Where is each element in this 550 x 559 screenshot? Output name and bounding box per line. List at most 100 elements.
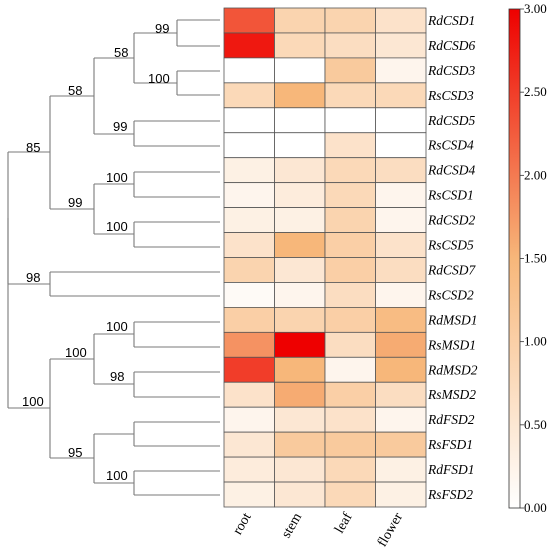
bootstrap-label: 58: [114, 45, 128, 60]
heatmap-cell: [274, 431, 326, 458]
bootstrap-label: 98: [26, 270, 40, 285]
bootstrap-label: 98: [110, 369, 124, 384]
row-label: RdCSD1: [427, 13, 475, 28]
heatmap-cell: [375, 431, 427, 458]
heatmap-cell: [274, 406, 326, 433]
heatmap-cell: [274, 356, 326, 383]
heatmap-cell: [324, 356, 376, 383]
bootstrap-label: 99: [155, 21, 169, 36]
heatmap-cell: [274, 331, 326, 358]
heatmap-cell: [274, 132, 326, 159]
heatmap-cell: [375, 331, 427, 358]
row-label: RdCSD4: [427, 163, 476, 178]
heatmap-cell: [223, 431, 275, 458]
heatmap-cell: [375, 257, 427, 283]
heatmap-cell: [324, 431, 376, 458]
colorbar-tick-label: 1.50: [524, 251, 547, 266]
heatmap-cell: [324, 282, 376, 308]
colorbar-tick-label: 0.50: [524, 417, 547, 432]
heatmap-cell: [375, 207, 427, 233]
row-label: RsCSD5: [427, 238, 474, 253]
color-scale-legend: 0.00 0.50 1.00 1.50 2.00 2.50 3.00: [508, 1, 547, 515]
row-label: RsCSD1: [427, 188, 474, 203]
heatmap-cell: [324, 456, 376, 483]
heatmap-cell: [223, 7, 275, 34]
heatmap-cell: [324, 132, 376, 159]
colorbar-tick-label: 2.00: [524, 167, 547, 182]
heatmap-cell: [375, 282, 427, 308]
heatmap-cell: [324, 32, 376, 59]
column-label: flower: [375, 510, 406, 549]
bootstrap-label: 95: [68, 445, 82, 460]
heatmap-cell: [274, 182, 326, 208]
heatmap-cell: [274, 257, 326, 283]
bootstrap-label: 100: [148, 71, 170, 86]
bootstrap-label: 100: [106, 468, 128, 483]
heatmap-cell: [324, 232, 376, 258]
heatmap-cell: [375, 132, 427, 159]
color-scale-bar: [508, 8, 521, 509]
row-label: RsCSD3: [427, 88, 474, 103]
colorbar-tick-label: 0.00: [524, 500, 547, 515]
row-label: RdFSD1: [427, 462, 475, 477]
phylogenetic-tree: [7, 19, 220, 496]
heatmap-cell: [223, 257, 275, 283]
bootstrap-labels: 99 58 100 58 99 85 100 99 100 98 100 100…: [22, 21, 170, 483]
heatmap-cell: [223, 57, 275, 84]
bootstrap-label: 99: [113, 119, 127, 134]
heatmap-cell: [274, 7, 326, 34]
row-label: RsCSD2: [427, 287, 474, 302]
bootstrap-label: 100: [22, 394, 44, 409]
heatmap-cell: [274, 306, 326, 333]
heatmap-cell: [223, 182, 275, 208]
heatmap-cell: [375, 232, 427, 258]
column-label: leaf: [332, 510, 356, 536]
heatmap-cell: [375, 406, 427, 433]
heatmap-cell: [324, 406, 376, 433]
heatmap-cell: [375, 157, 427, 184]
heatmap-cell: [375, 306, 427, 333]
column-labels: root stem leaf flower: [230, 510, 406, 549]
row-label: RsMSD2: [427, 387, 476, 402]
colorbar-tick-label: 3.00: [524, 1, 547, 16]
heatmap-cell: [274, 207, 326, 233]
column-label: stem: [279, 510, 305, 540]
heatmap-cell: [324, 107, 376, 134]
heatmap-cell: [375, 381, 427, 408]
bootstrap-label: 100: [106, 170, 128, 185]
heatmap-cell: [375, 57, 427, 84]
heatmap-cell: [223, 381, 275, 408]
row-label: RdMSD2: [427, 362, 478, 377]
heatmap-cell: [223, 132, 275, 159]
heatmap-cell: [324, 481, 376, 508]
heatmap-cell: [324, 381, 376, 408]
heatmap-cell: [223, 157, 275, 184]
colorbar-tick-label: 1.00: [524, 334, 547, 349]
heatmap-cell: [324, 157, 376, 184]
heatmap-cell: [324, 57, 376, 84]
row-label: RdCSD3: [427, 63, 476, 78]
heatmap-cell: [223, 82, 275, 109]
heatmap-cell: [324, 331, 376, 358]
heatmap-cell: [223, 32, 275, 59]
heatmap-cell: [324, 306, 376, 333]
row-label: RdCSD2: [427, 213, 476, 228]
heatmap-cell: [274, 481, 326, 508]
heatmap-cell: [324, 182, 376, 208]
row-labels: RdCSD1 RdCSD6 RdCSD3 RsCSD3 RdCSD5 RsCSD4 RdCS…: [427, 13, 478, 502]
heatmap-cell: [375, 356, 427, 383]
bootstrap-label: 99: [68, 195, 82, 210]
heatmap-cell: [274, 157, 326, 184]
row-label: RdCSD5: [427, 113, 476, 128]
heatmap-cell: [274, 32, 326, 59]
row-label: RsCSD4: [427, 138, 474, 153]
bootstrap-label: 85: [26, 140, 40, 155]
row-label: RdCSD7: [427, 262, 477, 277]
heatmap-cell: [274, 82, 326, 109]
heatmap-cell: [274, 57, 326, 84]
row-label: RdFSD2: [427, 412, 475, 427]
heatmap-cell: [324, 82, 376, 109]
heatmap-cell: [324, 7, 376, 34]
heatmap-cell: [375, 32, 427, 59]
